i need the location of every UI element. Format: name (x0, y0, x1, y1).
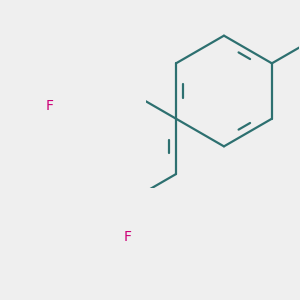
Text: F: F (124, 230, 132, 244)
Text: F: F (46, 99, 54, 113)
